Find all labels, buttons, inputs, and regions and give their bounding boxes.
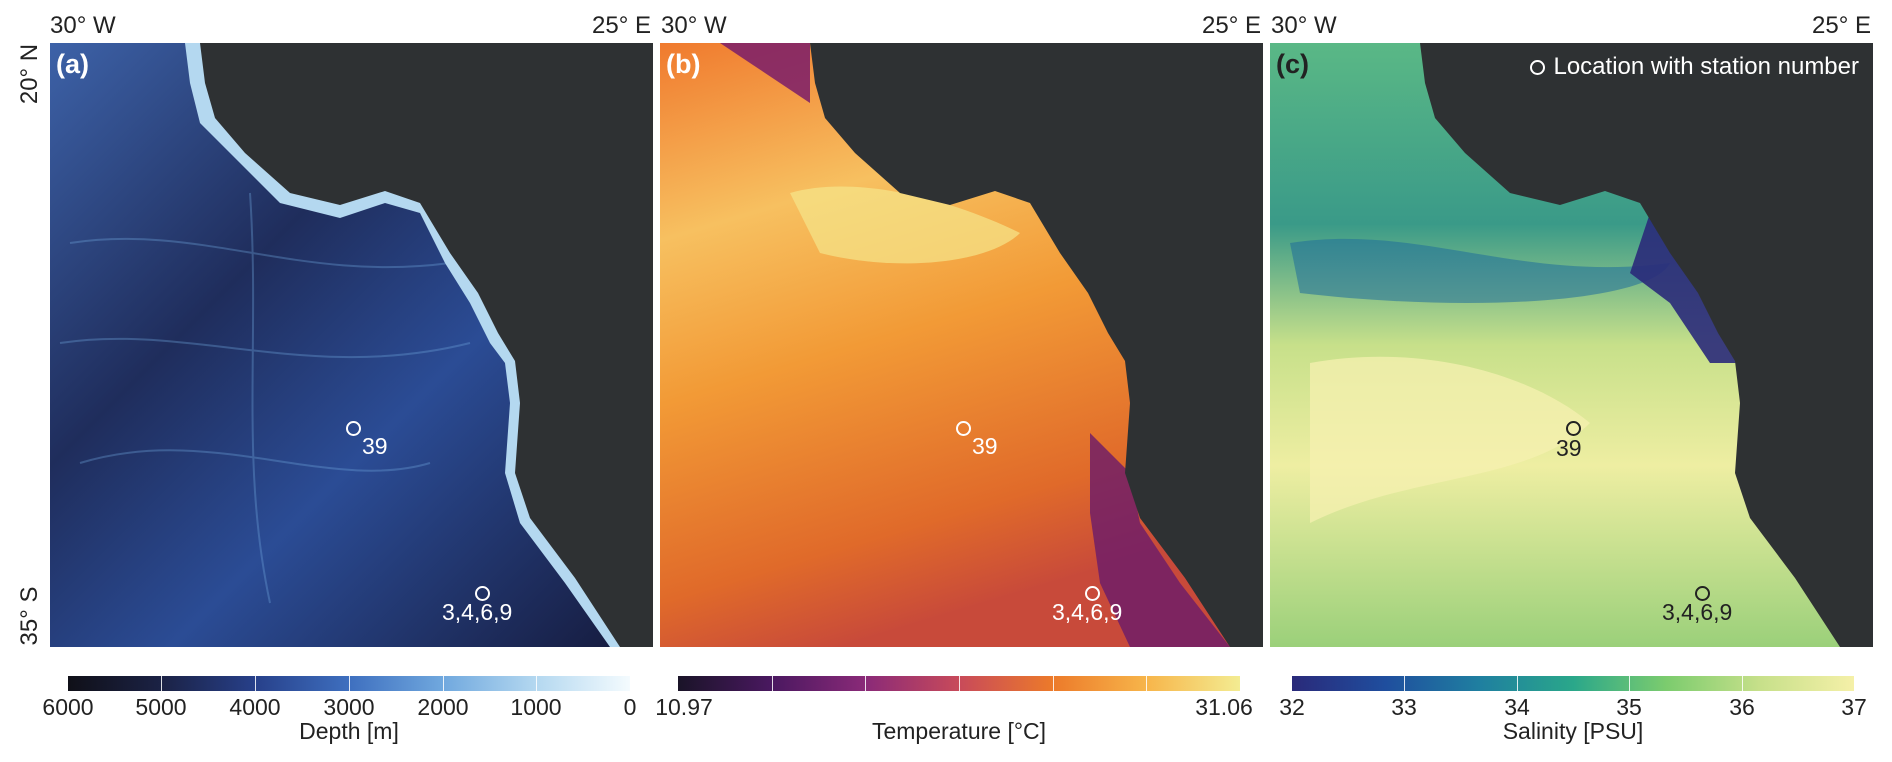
colorbar-tick-label: 34 — [1504, 694, 1530, 720]
map-panel-depth: (a) 39 3,4,6,9 — [50, 43, 653, 647]
lon-west-label-a: 30° W — [50, 12, 116, 39]
depth-map — [50, 43, 653, 647]
colorbar-tick — [1742, 676, 1743, 691]
colorbar-tick-label: 1000 — [510, 694, 562, 720]
map-panel-salinity: (c) Location with station number 39 3,4,… — [1270, 43, 1873, 647]
colorbar-tick — [1146, 676, 1147, 691]
salinity-map — [1270, 43, 1873, 647]
map-legend: Location with station number — [1530, 53, 1859, 81]
land — [810, 43, 1263, 647]
colorbar-tick-label: 36 — [1729, 694, 1755, 720]
lon-east-label-b: 25° E — [1202, 12, 1261, 39]
colorbar-tick — [1629, 676, 1630, 691]
temperature-map — [660, 43, 1263, 647]
station-marker — [1085, 586, 1100, 601]
colorbar-tick — [1053, 676, 1054, 691]
colorbar-tick-label: 0 — [623, 694, 637, 720]
station-label: 39 — [1556, 435, 1582, 461]
station-marker — [1566, 421, 1581, 436]
colorbar-tick — [865, 676, 866, 691]
colorbar-tick-label: 32 — [1279, 694, 1305, 720]
colorbar-title-temperature: Temperature [°C] — [871, 718, 1047, 744]
map-panel-temperature: (b) 39 3,4,6,9 — [660, 43, 1263, 647]
colorbar-tick-label: 4000 — [229, 694, 281, 720]
station-label: 3,4,6,9 — [1662, 599, 1733, 625]
colorbar-tick — [959, 676, 960, 691]
colorbar-tick-label: 6000 — [42, 694, 94, 720]
panel-letter-b: (b) — [666, 49, 701, 79]
colorbar-tick-label: 33 — [1391, 694, 1417, 720]
colorbar-max-label: 31.06 — [1195, 694, 1253, 720]
land — [1420, 43, 1873, 647]
legend-label: Location with station number — [1553, 53, 1859, 80]
lon-east-label-a: 25° E — [592, 12, 651, 39]
colorbar-title-salinity: Salinity [PSU] — [1502, 718, 1644, 744]
lat-north-label: 20° N — [16, 43, 43, 105]
panel-letter-a: (a) — [56, 49, 89, 79]
station-marker — [346, 421, 361, 436]
colorbar-tick — [772, 676, 773, 691]
colorbar-tick-label: 2000 — [417, 694, 469, 720]
lon-west-label-b: 30° W — [661, 12, 727, 39]
colorbar-salinity — [1292, 676, 1854, 691]
panel-letter-c: (c) — [1276, 49, 1309, 79]
colorbar-title-depth: Depth [m] — [299, 718, 399, 744]
colorbar-tick-label: 3000 — [323, 694, 375, 720]
colorbar-tick-label: 35 — [1616, 694, 1642, 720]
lon-west-label-c: 30° W — [1271, 12, 1337, 39]
colorbar-tick-label: 37 — [1841, 694, 1867, 720]
station-ring-icon — [1530, 59, 1546, 75]
station-marker — [1695, 586, 1710, 601]
station-label: 39 — [362, 433, 388, 459]
colorbar-tick — [1404, 676, 1405, 691]
station-label: 39 — [972, 433, 998, 459]
lon-east-label-c: 25° E — [1812, 12, 1871, 39]
station-marker — [956, 421, 971, 436]
station-label: 3,4,6,9 — [1052, 599, 1123, 625]
colorbar-min-label: 10.97 — [655, 694, 713, 720]
colorbar-tick — [349, 676, 350, 691]
colorbar-tick — [1517, 676, 1518, 691]
station-label: 3,4,6,9 — [442, 599, 513, 625]
station-marker — [475, 586, 490, 601]
colorbar-tick — [255, 676, 256, 691]
colorbar-tick — [536, 676, 537, 691]
lat-south-label: 35° S — [16, 586, 43, 646]
colorbar-tick-label: 5000 — [135, 694, 187, 720]
colorbar-tick — [161, 676, 162, 691]
land — [200, 43, 653, 647]
colorbar-tick — [443, 676, 444, 691]
